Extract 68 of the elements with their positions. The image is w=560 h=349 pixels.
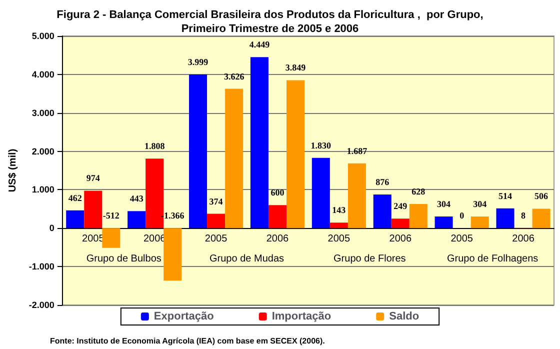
y-tick-label: -2.000 bbox=[28, 300, 54, 310]
bar bbox=[373, 194, 392, 228]
data-label: 304 bbox=[473, 198, 488, 209]
source-note: Fonte: Instituto de Economia Agrícola (IEA) com base em SECEX (2006). bbox=[50, 336, 325, 346]
data-label: 506 bbox=[534, 191, 549, 202]
data-label: 462 bbox=[68, 192, 82, 203]
annotation: Grupo de Folhagens bbox=[446, 254, 538, 265]
y-tick-label: 2.000 bbox=[32, 146, 54, 156]
data-label: 974 bbox=[86, 173, 100, 184]
data-label: 628 bbox=[412, 186, 426, 197]
bar bbox=[496, 208, 514, 228]
bar bbox=[84, 190, 102, 228]
data-label: 143 bbox=[332, 205, 346, 216]
bar bbox=[532, 208, 550, 228]
x-tick-label: 2006 bbox=[389, 234, 412, 245]
bar bbox=[286, 80, 305, 228]
data-label: 304 bbox=[437, 198, 452, 209]
legend-label: Exportação bbox=[154, 310, 214, 322]
legend-label: Saldo bbox=[389, 310, 420, 322]
data-label: 3.849 bbox=[285, 62, 306, 73]
y-tick-label: 4.000 bbox=[32, 69, 54, 80]
bar bbox=[348, 163, 366, 228]
bar bbox=[164, 228, 182, 281]
data-label: 876 bbox=[376, 176, 390, 187]
data-label: 374 bbox=[209, 196, 224, 206]
bar bbox=[391, 218, 410, 228]
bar bbox=[207, 214, 226, 228]
x-tick-label: 2006 bbox=[512, 234, 535, 245]
y-tick-label: 1.000 bbox=[32, 184, 54, 195]
y-axis-title: US$ (mil) bbox=[8, 148, 18, 192]
data-label: 1.808 bbox=[144, 141, 166, 152]
annotation: Grupo de Mudas bbox=[210, 254, 284, 265]
bar bbox=[470, 216, 489, 228]
data-label: 514 bbox=[498, 190, 512, 201]
data-label: 600 bbox=[270, 188, 285, 198]
bar bbox=[268, 205, 286, 228]
bar bbox=[409, 204, 428, 228]
data-label: 4.449 bbox=[249, 40, 270, 50]
data-label: 443 bbox=[130, 194, 144, 204]
bar bbox=[330, 222, 348, 228]
bar bbox=[66, 210, 84, 228]
x-tick-label: 2005 bbox=[450, 234, 474, 245]
annotation: Grupo de Bulbos bbox=[86, 254, 162, 265]
data-label: 1.830 bbox=[310, 140, 332, 150]
bar bbox=[128, 211, 146, 228]
data-label: 0 bbox=[460, 210, 465, 221]
x-tick-label: 2005 bbox=[328, 234, 350, 245]
y-tick-label: 5.000 bbox=[32, 31, 54, 41]
data-label: -512 bbox=[102, 210, 120, 221]
y-tick-label: 0 bbox=[49, 223, 54, 234]
bar bbox=[102, 228, 120, 248]
chart-title: Figura 2 - Balança Comercial Brasileira dos Produtos da Floricultura , por Grupo, Primeiro Trimestre de 2005 e 2006 bbox=[56, 9, 484, 35]
annotation: Grupo de Flores bbox=[334, 254, 406, 265]
y-tick-label: -1.000 bbox=[28, 262, 54, 272]
x-tick-label: 2005 bbox=[204, 234, 228, 245]
y-tick-label: 3.000 bbox=[32, 108, 54, 118]
data-label: 8 bbox=[521, 210, 526, 220]
data-label: 249 bbox=[394, 201, 408, 212]
legend-label: Importação bbox=[272, 310, 332, 322]
data-label: 3.999 bbox=[188, 56, 209, 67]
x-tick-label: 2006 bbox=[266, 234, 290, 245]
bar bbox=[312, 158, 330, 228]
bar bbox=[225, 88, 244, 228]
bar bbox=[250, 57, 268, 228]
bar bbox=[434, 216, 453, 228]
data-label: 1.687 bbox=[346, 146, 368, 156]
data-label: 3.626 bbox=[224, 71, 245, 82]
bar bbox=[189, 74, 208, 228]
